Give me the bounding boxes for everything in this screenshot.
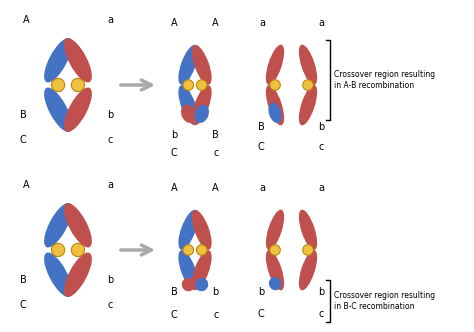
Circle shape: [196, 245, 207, 255]
Text: A: A: [171, 18, 178, 28]
Ellipse shape: [181, 105, 196, 123]
Ellipse shape: [64, 253, 92, 297]
Text: c: c: [107, 135, 113, 145]
Text: A: A: [212, 183, 219, 193]
Ellipse shape: [192, 250, 211, 290]
Text: a: a: [259, 18, 265, 28]
Text: C: C: [171, 310, 178, 320]
Circle shape: [52, 243, 64, 257]
Ellipse shape: [182, 278, 195, 291]
Text: C: C: [19, 300, 27, 310]
Text: B: B: [19, 110, 27, 120]
Ellipse shape: [299, 85, 317, 125]
Text: b: b: [258, 287, 264, 297]
Ellipse shape: [44, 88, 72, 132]
Text: C: C: [19, 135, 27, 145]
Circle shape: [71, 78, 84, 92]
Ellipse shape: [44, 203, 72, 247]
Ellipse shape: [299, 250, 317, 290]
Text: c: c: [213, 310, 219, 320]
Circle shape: [52, 78, 64, 92]
Circle shape: [196, 80, 207, 90]
Circle shape: [303, 80, 313, 90]
Text: c: c: [319, 309, 324, 319]
Text: b: b: [107, 110, 113, 120]
Circle shape: [270, 80, 280, 90]
Text: b: b: [107, 275, 113, 285]
Text: B: B: [258, 122, 264, 132]
Text: a: a: [107, 15, 113, 25]
Ellipse shape: [299, 44, 317, 85]
Text: Crossover region resulting
in A-B recombination: Crossover region resulting in A-B recomb…: [334, 70, 435, 90]
Text: b: b: [213, 287, 219, 297]
Text: c: c: [107, 300, 113, 310]
Ellipse shape: [194, 105, 209, 123]
Text: c: c: [213, 148, 219, 158]
Ellipse shape: [178, 210, 198, 250]
Text: c: c: [319, 142, 324, 152]
Text: B: B: [19, 275, 27, 285]
Ellipse shape: [266, 209, 284, 250]
Ellipse shape: [64, 88, 92, 132]
Ellipse shape: [44, 38, 72, 82]
Ellipse shape: [195, 278, 208, 291]
Text: A: A: [23, 180, 29, 190]
Text: a: a: [107, 180, 113, 190]
Circle shape: [183, 245, 193, 255]
Circle shape: [270, 245, 280, 255]
Text: a: a: [318, 18, 324, 28]
Text: Crossover region resulting
in B-C recombination: Crossover region resulting in B-C recomb…: [334, 291, 435, 311]
Ellipse shape: [266, 85, 284, 125]
Ellipse shape: [178, 250, 198, 290]
Text: a: a: [259, 183, 265, 193]
Ellipse shape: [192, 85, 211, 125]
Ellipse shape: [299, 209, 317, 250]
Text: b: b: [318, 287, 324, 297]
Ellipse shape: [192, 45, 211, 85]
Circle shape: [303, 245, 313, 255]
Ellipse shape: [266, 44, 284, 85]
Text: C: C: [171, 148, 178, 158]
Text: A: A: [171, 183, 178, 193]
Ellipse shape: [64, 203, 92, 247]
Text: B: B: [212, 130, 219, 140]
Text: B: B: [171, 287, 178, 297]
Circle shape: [183, 80, 193, 90]
Ellipse shape: [178, 45, 198, 85]
Ellipse shape: [178, 85, 198, 125]
Ellipse shape: [269, 277, 281, 290]
Ellipse shape: [266, 250, 284, 290]
Ellipse shape: [44, 253, 72, 297]
Text: A: A: [212, 18, 219, 28]
Text: C: C: [258, 142, 264, 152]
Ellipse shape: [268, 103, 282, 123]
Text: b: b: [318, 122, 324, 132]
Ellipse shape: [192, 210, 211, 250]
Text: b: b: [171, 130, 177, 140]
Circle shape: [71, 243, 84, 257]
Text: A: A: [23, 15, 29, 25]
Ellipse shape: [64, 38, 92, 82]
Text: C: C: [258, 309, 264, 319]
Text: a: a: [318, 183, 324, 193]
